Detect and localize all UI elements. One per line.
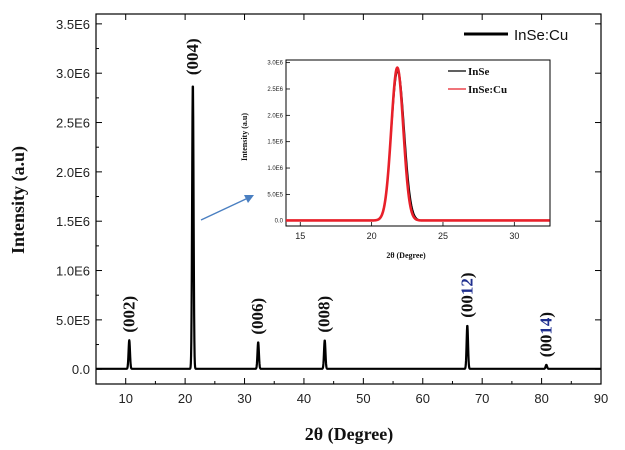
peak-label: (004): [183, 38, 202, 75]
main-legend: InSe:Cu: [464, 27, 568, 44]
peak-label: (0012): [457, 272, 476, 317]
inset-y-tick-label: 3.0E6: [267, 61, 283, 67]
x-tick-label: 20: [178, 391, 192, 406]
y-tick-label: 2.0E6: [56, 165, 90, 180]
y-axis-title: Intensity (a.u): [8, 146, 29, 254]
series-line-inse-cu: [95, 85, 602, 370]
x-tick-label: 70: [475, 391, 489, 406]
inset-series: [285, 66, 551, 222]
inset-axis-ticks: 15 20 25 30 0.0 5.0E5 1.0E6 1.5E6 2.0E6 2.5E6 3.0E…: [267, 61, 519, 241]
main-plot-frame: [95, 13, 602, 385]
inset-x-tick-label: 25: [438, 231, 448, 241]
inset-x-tick-label: 20: [367, 231, 377, 241]
inset-series-line-inse-cu: [285, 66, 551, 222]
x-tick-label: 10: [118, 391, 132, 406]
x-axis-title: 2θ (Degree): [305, 424, 394, 445]
inset-pointer-arrowhead: [244, 195, 254, 203]
inset-y-tick-label: 2.0E6: [267, 113, 283, 119]
main-axis-ticks: 10 20 30 40 50 60 70 80 90 0.0 5.0E5 1.0E6 1.5E6 2.0E…: [56, 14, 608, 406]
x-tick-label: 40: [297, 391, 311, 406]
inset-legend-label-inse-cu: InSe:Cu: [468, 84, 507, 96]
legend-label-inse-cu: InSe:Cu: [514, 27, 568, 44]
inset-x-axis-title: 2θ (Degree): [386, 251, 426, 260]
y-tick-label: 1.5E6: [56, 214, 90, 229]
y-tick-label: 3.5E6: [56, 17, 90, 32]
inset-x-tick-label: 30: [509, 231, 519, 241]
x-tick-label: 80: [534, 391, 548, 406]
inset-pointer-arrow: [200, 197, 249, 221]
inset-y-tick-label: 1.0E6: [267, 166, 283, 172]
x-tick-label: 50: [356, 391, 370, 406]
inset-chart: 15 20 25 30 0.0 5.0E5 1.0E6 1.5E6 2.0E6 2.5E6 3.0E…: [240, 59, 551, 260]
inset-legend-label-inse: InSe: [468, 66, 490, 78]
main-peak-labels: (002) (004) (006) (008) (0012) (0014): [119, 38, 555, 357]
inset-plot-frame: [285, 59, 551, 227]
main-series: [95, 85, 602, 370]
inset-legend: InSe InSe:Cu: [448, 66, 507, 96]
peak-label: (008): [315, 296, 334, 333]
y-tick-label: 0.0: [72, 362, 90, 377]
y-tick-label: 2.5E6: [56, 116, 90, 131]
peak-label: (006): [248, 298, 267, 335]
inset-x-tick-label: 15: [295, 231, 305, 241]
peak-label: (0014): [536, 312, 555, 357]
y-tick-label: 3.0E6: [56, 66, 90, 81]
inset-y-axis-title: Intensity (a.u): [240, 113, 249, 161]
inset-y-tick-label: 0.0: [275, 219, 284, 225]
x-tick-label: 30: [237, 391, 251, 406]
inset-y-tick-label: 2.5E6: [267, 87, 283, 93]
y-tick-label: 5.0E5: [56, 313, 90, 328]
peak-label: (002): [119, 296, 138, 333]
x-tick-label: 60: [416, 391, 430, 406]
y-tick-label: 1.0E6: [56, 264, 90, 279]
inset-y-tick-label: 1.5E6: [267, 140, 283, 146]
x-tick-label: 90: [594, 391, 608, 406]
inset-y-tick-label: 5.0E5: [267, 192, 283, 198]
